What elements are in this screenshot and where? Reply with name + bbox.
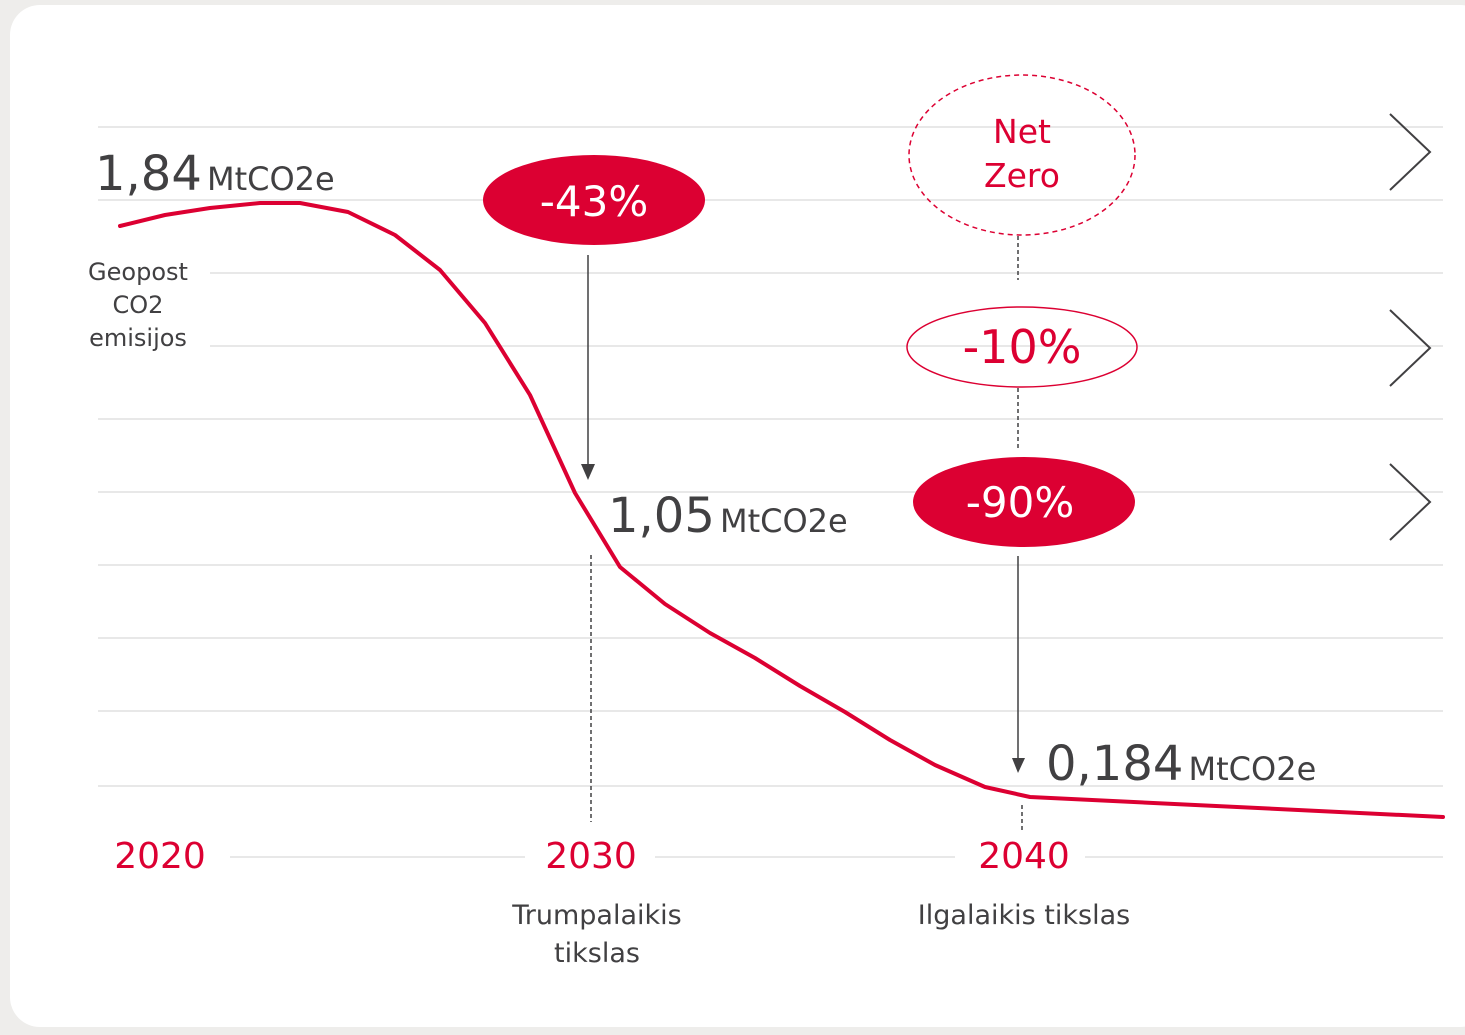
- emission-curve: [118, 201, 1445, 819]
- badge-text: Zero: [984, 156, 1060, 195]
- target-label: tikslas: [554, 938, 640, 969]
- badge-outline: [908, 74, 1136, 236]
- year-label: 2020: [114, 836, 206, 877]
- badge: [483, 155, 705, 245]
- label-bg: [70, 255, 210, 355]
- value-label: 1,05 MtCO2e: [608, 488, 848, 544]
- arrow-head: [1012, 758, 1025, 773]
- value-number: 1,84: [95, 146, 202, 202]
- series-label: emisijos: [89, 324, 187, 352]
- arrow-head: [581, 464, 595, 480]
- chevrons: [1389, 113, 1432, 541]
- label-bg: [955, 830, 1085, 880]
- value-unit: MtCO2e: [207, 160, 335, 198]
- chevron: [1389, 309, 1432, 387]
- chevron: [1389, 113, 1432, 191]
- value-number: 0,184: [1046, 736, 1183, 792]
- badge-text: -10%: [963, 320, 1082, 374]
- year-label: 2040: [978, 836, 1070, 877]
- value-label: 1,84 MtCO2e: [95, 146, 335, 202]
- chevron: [1389, 463, 1432, 541]
- series-label: Geopost: [88, 258, 188, 286]
- grid: [98, 126, 1443, 858]
- guides: [587, 236, 1023, 830]
- value-unit: MtCO2e: [1189, 750, 1317, 788]
- label-bg: [95, 830, 230, 880]
- value-unit: MtCO2e: [720, 502, 848, 540]
- badge-outline: [906, 306, 1138, 388]
- badge-text: -90%: [966, 478, 1075, 527]
- series-label: CO2: [113, 291, 164, 319]
- badge: [913, 457, 1135, 547]
- value-number: 1,05: [608, 488, 715, 544]
- badge-text: Net: [993, 112, 1051, 151]
- year-label: 2030: [545, 836, 637, 877]
- value-label: 0,184 MtCO2e: [1046, 736, 1316, 792]
- target-label: Trumpalaikis: [511, 900, 681, 931]
- card: [10, 5, 1465, 1027]
- label-bg: [525, 830, 655, 880]
- badge-text: -43%: [540, 177, 649, 226]
- target-label: Ilgalaikis tikslas: [918, 900, 1130, 931]
